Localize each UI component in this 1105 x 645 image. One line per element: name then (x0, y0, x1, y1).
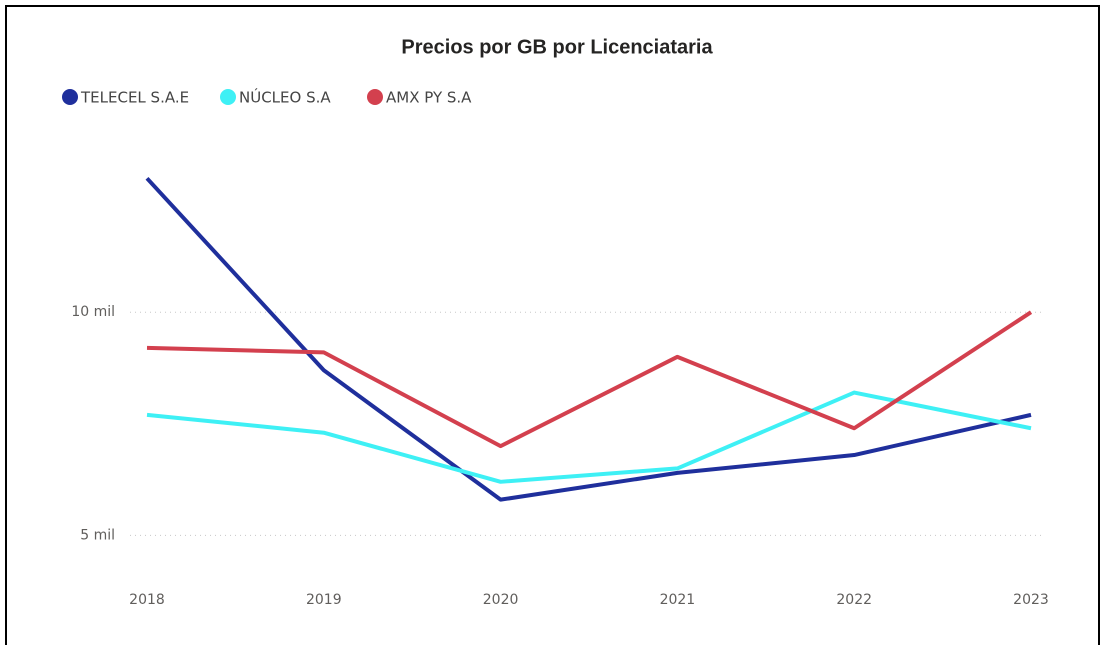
frame (5, 5, 1100, 645)
y-tick-label: 10 mil (71, 304, 115, 320)
legend-label: TELECEL S.A.E (80, 89, 189, 107)
x-tick-label: 2020 (483, 592, 519, 608)
line (146, 390, 1032, 484)
legend-label: NÚCLEO S.A (239, 88, 331, 107)
x-tick-label: 2018 (129, 592, 165, 608)
x-tick-label: 2022 (836, 592, 872, 608)
x-tick-label: 2019 (306, 592, 342, 608)
line (145, 176, 1032, 502)
chart-title: Precios por GB por Licenciataria (401, 36, 713, 58)
line (146, 310, 1033, 449)
legend-label: AMX PY S.A (386, 89, 472, 107)
y-tick-label: 5 mil (80, 527, 115, 543)
x-tick-label: 2021 (660, 592, 696, 608)
legend-marker (62, 89, 78, 105)
legend-marker (220, 89, 236, 105)
x-tick-label: 2023 (1013, 592, 1049, 608)
legend-marker (367, 89, 383, 105)
